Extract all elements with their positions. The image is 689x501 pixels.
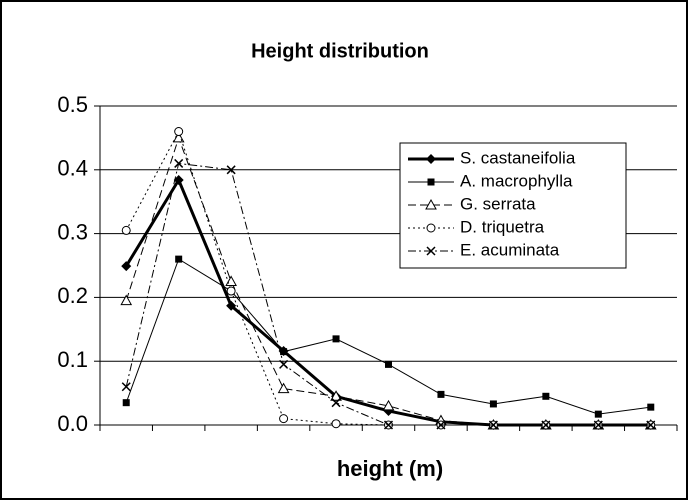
- marker: [593, 420, 603, 430]
- legend-marker: [427, 178, 435, 186]
- marker: [280, 348, 288, 356]
- legend-label: E. acuminata: [460, 240, 560, 259]
- marker: [437, 390, 445, 398]
- y-tick-label: 0.0: [57, 411, 88, 436]
- marker: [383, 420, 394, 430]
- marker: [594, 410, 602, 418]
- marker: [542, 392, 550, 400]
- marker: [488, 420, 498, 430]
- marker: [174, 158, 184, 168]
- y-tick-label: 0.5: [57, 92, 88, 117]
- y-tick-label: 0.2: [57, 283, 88, 308]
- marker: [277, 382, 290, 394]
- marker: [226, 286, 236, 296]
- marker: [331, 398, 341, 408]
- marker: [226, 300, 237, 311]
- legend-label: A. macrophylla: [460, 171, 573, 190]
- y-tick-label: 0.1: [57, 347, 88, 372]
- y-tick-label: 0.3: [57, 219, 88, 244]
- marker: [173, 175, 184, 186]
- marker: [279, 414, 289, 424]
- legend-marker: [426, 246, 436, 256]
- legend-marker: [426, 154, 436, 164]
- marker: [647, 403, 655, 411]
- legend-label: D. triquetra: [460, 217, 545, 236]
- marker: [382, 399, 395, 411]
- marker: [121, 382, 131, 392]
- marker: [175, 255, 183, 263]
- marker: [646, 420, 656, 430]
- marker: [121, 225, 131, 235]
- marker: [436, 420, 446, 430]
- marker: [279, 359, 289, 369]
- legend-marker: [425, 198, 437, 210]
- marker: [121, 261, 132, 272]
- marker: [226, 165, 236, 175]
- marker: [489, 400, 497, 408]
- legend-label: G. serrata: [460, 194, 536, 213]
- legend-marker: [426, 223, 436, 233]
- series-line: [125, 162, 651, 426]
- chart-title: Height distribution: [251, 40, 429, 62]
- marker: [330, 390, 342, 401]
- y-tick-label: 0.4: [57, 156, 88, 181]
- marker: [541, 420, 551, 430]
- marker: [332, 335, 340, 343]
- marker: [385, 360, 392, 368]
- marker: [122, 399, 130, 407]
- x-axis-label: height (m): [337, 456, 443, 481]
- marker: [174, 127, 184, 137]
- marker: [120, 294, 133, 306]
- legend-label: S. castaneifolia: [460, 148, 576, 167]
- marker: [331, 419, 341, 429]
